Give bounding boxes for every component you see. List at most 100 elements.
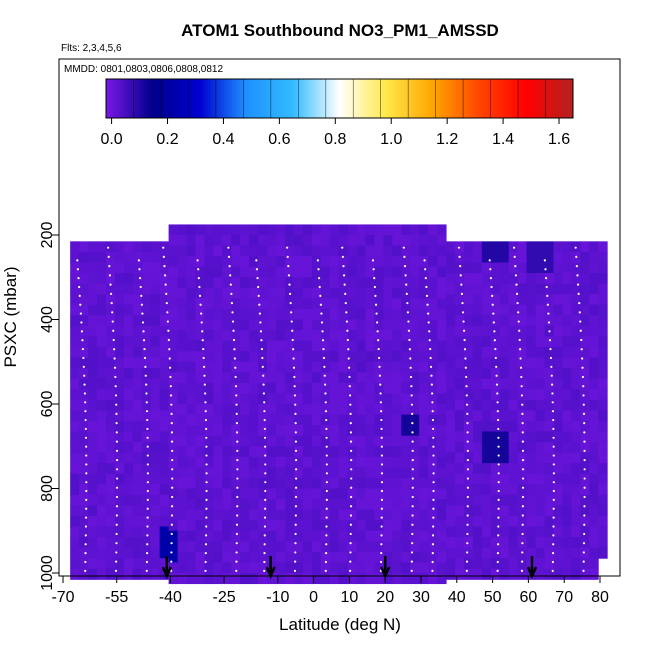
- heatmap-cell: [79, 505, 89, 517]
- x-tick-label: 10: [341, 589, 359, 606]
- heatmap-cell: [437, 499, 447, 511]
- track-point: [546, 294, 549, 297]
- heatmap-cell: [213, 245, 223, 257]
- heatmap-cell: [222, 235, 232, 247]
- track-point: [139, 285, 142, 289]
- track-point: [466, 449, 469, 452]
- heatmap-cell: [481, 283, 492, 295]
- heatmap-cell: [481, 357, 492, 369]
- heatmap-cell: [580, 537, 590, 549]
- heatmap-cell: [356, 245, 367, 257]
- heatmap-cell: [276, 467, 286, 479]
- heatmap-cell: [374, 340, 384, 352]
- heatmap-cell: [302, 287, 313, 299]
- heatmap-cell: [213, 499, 223, 511]
- heatmap-cell: [88, 399, 98, 411]
- heatmap-cell: [580, 558, 590, 570]
- heatmap-cell: [97, 325, 107, 337]
- heatmap-cell: [114, 262, 125, 274]
- track-point: [425, 285, 428, 289]
- heatmap-cell: [114, 431, 125, 443]
- track-point: [323, 374, 326, 377]
- heatmap-cell: [258, 499, 268, 511]
- heatmap-cell: [580, 484, 590, 496]
- heatmap-cell: [213, 361, 223, 373]
- heatmap-cell: [213, 551, 223, 563]
- track-point: [342, 274, 346, 277]
- heatmap-cell: [553, 346, 563, 359]
- heatmap-cell: [159, 368, 170, 380]
- heatmap-cell: [410, 245, 420, 257]
- heatmap-cell: [508, 262, 519, 274]
- heatmap-cell: [267, 372, 277, 384]
- track-point: [350, 495, 353, 499]
- chart-title: ATOM1 Southbound NO3_PM1_AMSSD: [181, 21, 499, 40]
- heatmap-cell: [150, 273, 161, 285]
- heatmap-cell: [383, 266, 393, 278]
- heatmap-cell: [499, 262, 510, 274]
- heatmap-cell: [472, 378, 483, 390]
- heatmap-cell: [517, 262, 528, 274]
- colorbar-tick-label: 1.2: [436, 131, 458, 148]
- track-point: [551, 383, 554, 386]
- heatmap-cell: [240, 256, 250, 268]
- heatmap-cell: [526, 336, 537, 348]
- heatmap-cell: [383, 551, 393, 563]
- heatmap-cell: [293, 467, 304, 479]
- heatmap-cell: [132, 251, 143, 263]
- heatmap-cell: [177, 446, 188, 458]
- heatmap-cell: [598, 494, 608, 506]
- heatmap-cell: [544, 494, 554, 506]
- track-point: [464, 357, 467, 360]
- heatmap-cell: [517, 346, 528, 359]
- track-point: [205, 498, 208, 502]
- heatmap-cell: [508, 463, 519, 475]
- heatmap-cell: [231, 330, 241, 342]
- track-point: [115, 514, 118, 517]
- track-point: [318, 276, 321, 280]
- heatmap-cell: [168, 308, 179, 320]
- heatmap-cell: [150, 378, 161, 390]
- heatmap-cell: [446, 357, 456, 369]
- heatmap-cell: [105, 568, 116, 580]
- heatmap-cell: [311, 372, 322, 384]
- heatmap-cell: [105, 346, 116, 359]
- heatmap-cell: [472, 547, 483, 559]
- heatmap-cell: [213, 372, 223, 384]
- heatmap-cell: [141, 357, 152, 369]
- heatmap-cell: [383, 372, 393, 384]
- heatmap-cell: [329, 456, 340, 468]
- track-point: [582, 560, 585, 563]
- heatmap-cell: [499, 357, 510, 369]
- heatmap-cell: [320, 319, 331, 331]
- track-point: [513, 255, 516, 259]
- heatmap-cell: [455, 463, 465, 475]
- heatmap-cell: [472, 410, 483, 422]
- heatmap-cell: [293, 308, 304, 320]
- heatmap-cell: [338, 467, 349, 479]
- heatmap-cell: [105, 399, 116, 411]
- heatmap-cell: [150, 547, 161, 559]
- track-point: [377, 339, 380, 342]
- track-point: [169, 375, 172, 379]
- heatmap-cell: [284, 446, 295, 458]
- heatmap-cell: [114, 294, 125, 306]
- track-point: [146, 481, 149, 484]
- heatmap-cell: [437, 509, 447, 521]
- heatmap-cell: [79, 346, 89, 359]
- heatmap-cell: [598, 442, 608, 454]
- heatmap-cell: [383, 256, 393, 268]
- track-point: [115, 523, 118, 526]
- track-point: [521, 560, 524, 563]
- heatmap-cell: [544, 537, 554, 549]
- track-point: [263, 569, 266, 572]
- heatmap-cell: [249, 361, 259, 373]
- track-point: [552, 507, 555, 510]
- heatmap-cell: [392, 256, 402, 268]
- track-point: [163, 274, 167, 277]
- heatmap-cell: [267, 446, 277, 458]
- x-tick-label: -40: [159, 589, 182, 606]
- heatmap-cell: [141, 442, 152, 454]
- track-point: [236, 486, 239, 489]
- heatmap-cell: [267, 382, 277, 394]
